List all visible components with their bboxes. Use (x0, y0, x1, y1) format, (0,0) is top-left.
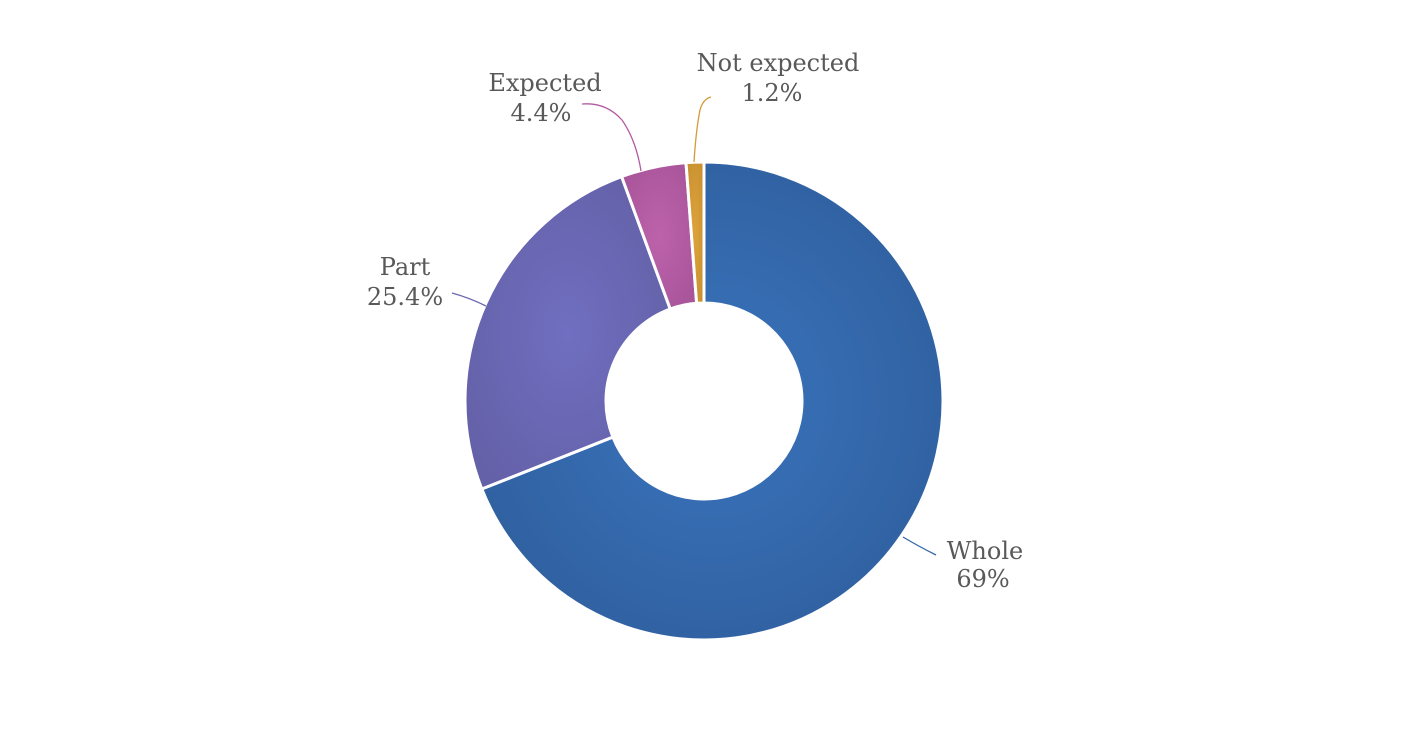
data-labels: Whole 69% Part 25.4% Expected 4.4% Not e… (367, 49, 1023, 593)
leader-whole (902, 536, 937, 556)
label-leader-lines (451, 96, 937, 556)
slice-label-part: Part (380, 253, 431, 281)
slice-value-not-expected: 1.2% (742, 79, 803, 107)
leader-part (451, 292, 487, 307)
slice-whole (479, 160, 945, 642)
slice-label-not-expected: Not expected (697, 49, 860, 77)
slice-label-whole: Whole (947, 537, 1023, 565)
slice-value-part: 25.4% (367, 283, 443, 311)
slice-value-expected: 4.4% (511, 99, 572, 127)
slice-part (463, 174, 673, 491)
slice-label-expected: Expected (488, 69, 601, 97)
leader-expected (581, 103, 642, 172)
slice-value-whole: 69% (956, 565, 1009, 593)
slice-not-expected (684, 160, 706, 305)
donut-slices (463, 160, 945, 642)
leader-not-expected (693, 96, 712, 163)
